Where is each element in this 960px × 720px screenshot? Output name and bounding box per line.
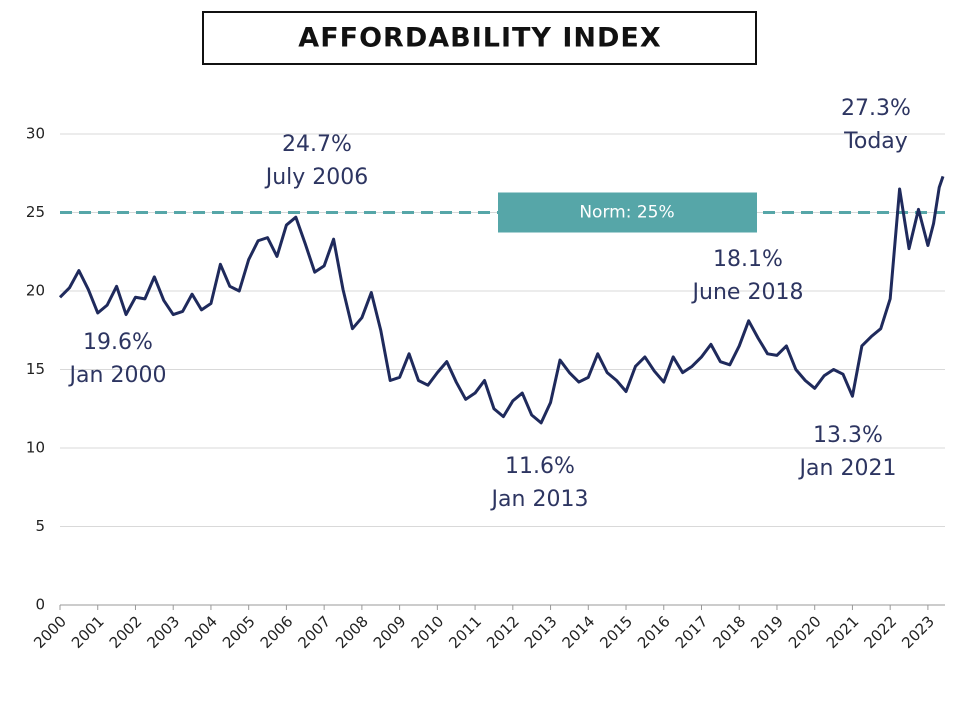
y-tick-label: 15 <box>26 360 45 378</box>
x-tick-label: 2015 <box>596 612 636 652</box>
y-tick-label: 10 <box>26 439 45 457</box>
norm-box <box>498 192 757 233</box>
x-tick-label: 2023 <box>898 612 938 652</box>
x-tick-label: 2019 <box>747 612 787 652</box>
annotation: Jan 2021 <box>798 456 897 481</box>
norm-label: Norm: 25% <box>579 203 674 223</box>
x-tick-label: 2002 <box>106 612 146 652</box>
annotation: 13.3% <box>813 423 883 448</box>
chart-title: AFFORDABILITY INDEX <box>298 23 661 54</box>
x-tick-label: 2003 <box>143 612 183 652</box>
y-tick-label: 0 <box>35 596 45 614</box>
annotation: Today <box>843 129 908 154</box>
x-tick-label: 2013 <box>521 612 561 652</box>
x-tick-label: 2004 <box>181 612 221 652</box>
x-tick-label: 2017 <box>672 612 712 652</box>
x-tick-label: 2021 <box>823 612 863 652</box>
annotation: July 2006 <box>264 165 369 190</box>
y-tick-label: 5 <box>35 517 45 535</box>
x-tick-label: 2012 <box>483 612 523 652</box>
y-tick-label: 25 <box>26 203 45 221</box>
annotation: 19.6% <box>83 330 153 355</box>
annotation: 18.1% <box>713 247 783 272</box>
x-tick-label: 2016 <box>634 612 674 652</box>
annotation: Jan 2000 <box>68 363 167 388</box>
annotation: 27.3% <box>841 96 911 121</box>
x-tick-label: 2011 <box>445 612 485 652</box>
x-tick-label: 2006 <box>257 612 297 652</box>
x-tick-label: 2018 <box>710 612 750 652</box>
x-tick-label: 2020 <box>785 612 825 652</box>
annotation: 24.7% <box>282 132 352 157</box>
x-tick-label: 2010 <box>408 612 448 652</box>
x-tick-label: 2007 <box>294 612 334 652</box>
x-tick-label: 2005 <box>219 612 259 652</box>
x-tick-label: 2000 <box>30 612 70 652</box>
x-tick-label: 2022 <box>860 612 900 652</box>
annotation: 11.6% <box>505 454 575 479</box>
annotation: Jan 2013 <box>490 487 589 512</box>
x-tick-label: 2008 <box>332 612 372 652</box>
y-tick-label: 20 <box>26 282 45 300</box>
series-line <box>58 175 945 425</box>
title-box <box>202 11 757 65</box>
x-tick-label: 2009 <box>370 612 410 652</box>
x-tick-label: 2014 <box>559 612 599 652</box>
x-tick-label: 2001 <box>68 612 108 652</box>
y-tick-label: 30 <box>26 125 45 143</box>
annotation: June 2018 <box>691 280 804 305</box>
